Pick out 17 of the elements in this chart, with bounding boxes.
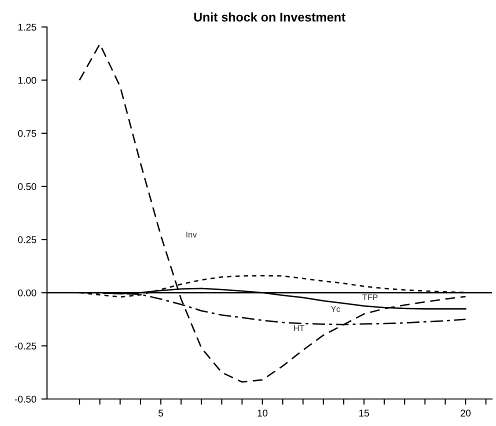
- y-tick-label: 1.00: [18, 76, 36, 84]
- x-tick-label: 20: [460, 410, 471, 417]
- annotation: Inv: [186, 232, 197, 238]
- x-tick-label: 10: [258, 410, 268, 417]
- y-tick-label: 0.50: [18, 183, 36, 190]
- x-tick-label: 15: [359, 410, 369, 417]
- annotation: TFP: [362, 294, 378, 300]
- annotation: Yc: [330, 306, 340, 312]
- y-tick-label: -0.25: [14, 342, 36, 350]
- y-tick-label: 0.25: [18, 236, 36, 244]
- chart-title: Unit shock on Investment: [194, 12, 346, 22]
- y-tick-label: 0.00: [18, 289, 36, 296]
- x-tick-label: 5: [158, 410, 164, 417]
- y-tick-label: -0.50: [14, 396, 36, 403]
- annotation: HT: [294, 325, 304, 332]
- y-tick-label: 1.25: [18, 24, 36, 31]
- y-tick-label: 0.75: [18, 130, 36, 137]
